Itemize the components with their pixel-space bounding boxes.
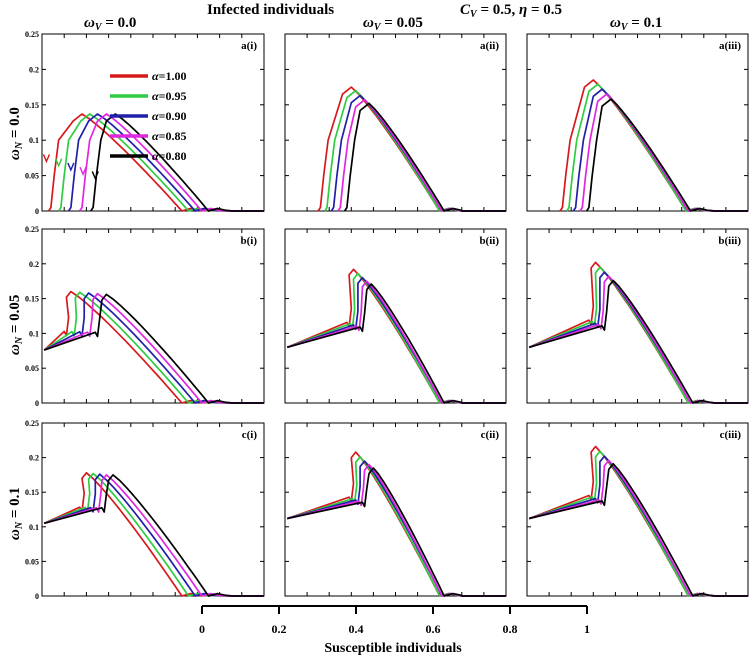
direction-arrow	[67, 162, 75, 172]
panel-bii: b(ii)	[284, 228, 507, 404]
panel-frame	[284, 228, 507, 404]
y-tick-label: 0.05	[25, 172, 39, 181]
series-line-alpha-0.85	[78, 113, 264, 212]
panel-label: a(ii)	[480, 40, 499, 52]
series-line-alpha-0.90	[43, 292, 264, 404]
panel-frame	[41, 228, 265, 404]
y-tick-label: 0.25	[25, 225, 39, 234]
panel-biii: b(iii)	[526, 228, 749, 404]
series-line-alpha-0.95	[43, 472, 264, 597]
row-header-1: ωN = 0.0	[7, 107, 25, 160]
y-tick-label: 0.1	[29, 523, 39, 532]
series-line-alpha-1.00	[47, 113, 264, 212]
series-line-alpha-0.85	[43, 292, 264, 404]
column-header-2: ωV = 0.05	[363, 15, 423, 33]
series-line-alpha-0.80	[286, 283, 506, 404]
x-axis-tick-label: 0.8	[503, 622, 518, 636]
legend-label: α=0.85	[152, 129, 186, 143]
panel-label: a(i)	[241, 40, 257, 52]
series-line-alpha-0.80	[43, 293, 264, 404]
series-line-alpha-0.80	[343, 102, 506, 212]
y-tick-label: 0.2	[29, 454, 39, 463]
series-line-alpha-0.95	[57, 113, 264, 212]
x-axis-tick-label: 0.2	[272, 622, 287, 636]
y-tick-label: 0.2	[29, 65, 39, 74]
y-tick-label: 0.05	[25, 557, 39, 566]
panel-label: c(iii)	[720, 429, 742, 441]
y-tick-label: 0.1	[29, 136, 39, 145]
y-tick-label: 0	[35, 592, 39, 601]
panel-cii: c(ii)	[284, 422, 507, 597]
column-header-3: ωV = 0.1	[610, 15, 662, 33]
legend-label: α=0.95	[152, 89, 186, 103]
panel-label: c(i)	[242, 429, 258, 441]
direction-arrow	[79, 166, 87, 176]
y-tick-label: 0.15	[25, 488, 39, 497]
figure-title: Infected individuals	[207, 2, 334, 18]
legend-entry: α=0.80	[110, 149, 186, 163]
x-axis-tick-label: 0.6	[426, 622, 441, 636]
y-tick-label: 0.05	[25, 364, 39, 373]
series-line-alpha-0.90	[67, 113, 264, 212]
series-line-alpha-0.80	[585, 98, 748, 212]
panel-grid: 00.050.10.150.20.25a(i) a(ii) a(iii)00.050…	[25, 30, 749, 601]
legend-entry: α=0.85	[110, 129, 186, 143]
panel-ci: 0 0.05 0.1 0.15 0.2 0.25 c(i)	[25, 419, 265, 601]
x-axis-tick-label: 0	[199, 622, 205, 636]
legend-label: α=0.80	[152, 149, 186, 163]
panel-bi: 0 0.05 0.1 0.15 0.2 0.25 b(i)	[25, 225, 265, 408]
series-line-alpha-1.00	[43, 471, 264, 597]
series-line-alpha-0.80	[287, 467, 506, 597]
legend-label: α=0.90	[152, 109, 186, 123]
column-header-1: ωV = 0.0	[84, 15, 136, 33]
row-header-2: ωN = 0.05	[7, 295, 25, 355]
panel-ai: 0 0.05 0.1 0.15 0.2 0.25 a(i)	[25, 30, 265, 216]
panel-label: a(iii)	[719, 40, 741, 52]
panel-frame	[526, 33, 749, 212]
row-header-3: ωN = 0.1	[7, 487, 25, 540]
legend-entry: α=0.90	[110, 109, 186, 123]
series-line-alpha-0.80	[529, 462, 748, 597]
panel-label: c(ii)	[481, 429, 500, 441]
x-axis-label: Susceptible individuals	[324, 641, 462, 656]
x-axis-tick-label: 1	[584, 622, 590, 636]
y-tick-label: 0.15	[25, 101, 39, 110]
series-line-alpha-1.00	[43, 290, 264, 404]
legend-entry: α=1.00	[110, 69, 186, 83]
series-line-alpha-0.80	[528, 279, 748, 404]
panel-label: b(iii)	[718, 235, 741, 247]
panel-label: b(ii)	[479, 235, 499, 247]
series-line-alpha-0.85	[43, 474, 264, 597]
panel-ciii: c(iii)	[526, 422, 749, 597]
panel-aii: a(ii)	[284, 33, 507, 212]
series-line-alpha-0.90	[43, 473, 264, 597]
legend: α=1.00 α=0.95 α=0.90 α=0.85 α=0.80	[110, 69, 186, 163]
legend-label: α=1.00	[152, 69, 186, 83]
series-line-alpha-0.80	[90, 113, 264, 212]
x-axis-tick-label: 0.4	[349, 622, 364, 636]
series-line-alpha-0.80	[43, 474, 264, 597]
shared-x-axis: 0 0.2 0.4 0.6 0.8 1	[199, 605, 590, 636]
direction-arrow	[42, 154, 51, 164]
y-tick-label: 0	[35, 399, 39, 408]
legend-entry: α=0.95	[110, 89, 186, 103]
y-tick-label: 0.25	[25, 30, 39, 39]
series-line-alpha-0.95	[43, 291, 264, 404]
panel-label: b(i)	[241, 235, 258, 247]
direction-arrow	[91, 171, 99, 181]
direction-arrow	[55, 158, 63, 168]
y-tick-label: 0.2	[29, 260, 39, 269]
y-tick-label: 0.25	[25, 419, 39, 428]
y-tick-label: 0.1	[29, 329, 39, 338]
panel-frame	[284, 33, 507, 212]
y-tick-label: 0.15	[25, 295, 39, 304]
figure-subtitle: CV = 0.5, η = 0.5	[460, 2, 562, 20]
panel-aiii: a(iii)	[526, 33, 749, 212]
y-tick-label: 0	[35, 207, 39, 216]
